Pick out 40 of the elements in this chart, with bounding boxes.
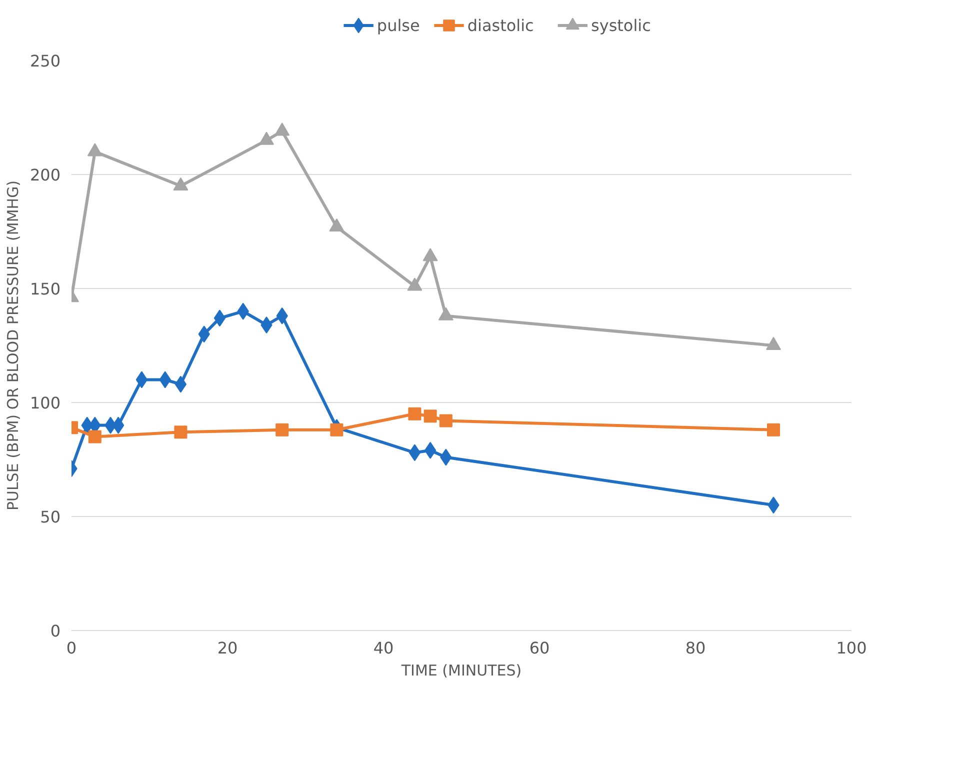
point <box>330 423 344 436</box>
x-tick-label: 60 <box>529 638 550 658</box>
point <box>422 248 438 262</box>
legend-label: pulse <box>376 16 420 35</box>
point <box>329 218 344 232</box>
point <box>274 122 290 136</box>
x-axis-title: TIME (MINUTES) <box>400 662 522 680</box>
point <box>87 143 102 156</box>
y-axis-title: PULSE (BPM) OR BLOOD PRESSURE (MMHG) <box>4 180 22 511</box>
point <box>438 307 454 320</box>
point <box>173 177 188 190</box>
y-tick-label: 200 <box>30 166 61 184</box>
x-tick-label: 0 <box>66 638 77 658</box>
y-tick-label: 150 <box>30 280 61 298</box>
point <box>276 423 289 436</box>
point <box>439 414 452 428</box>
x-tick-label: 40 <box>373 638 394 658</box>
point <box>408 444 421 462</box>
y-tick-label: 0 <box>50 622 61 640</box>
point <box>259 132 274 145</box>
point <box>766 336 781 350</box>
point <box>408 407 422 420</box>
point <box>767 423 780 436</box>
point <box>88 430 102 444</box>
point <box>424 410 437 423</box>
legend-label: diastolic <box>467 16 534 35</box>
y-tick-label: 50 <box>40 508 60 526</box>
x-tick-label: 100 <box>836 638 867 658</box>
legend-label: systolic <box>591 16 651 35</box>
point <box>112 416 124 434</box>
y-tick-label: 100 <box>30 394 61 412</box>
y-tick-label: 250 <box>30 52 61 70</box>
x-tick-label: 20 <box>217 638 238 658</box>
point <box>174 376 187 393</box>
point <box>407 278 422 291</box>
x-tick-label: 80 <box>685 638 706 658</box>
point <box>214 310 226 327</box>
point <box>424 442 436 459</box>
point <box>136 371 148 388</box>
point <box>174 426 188 439</box>
